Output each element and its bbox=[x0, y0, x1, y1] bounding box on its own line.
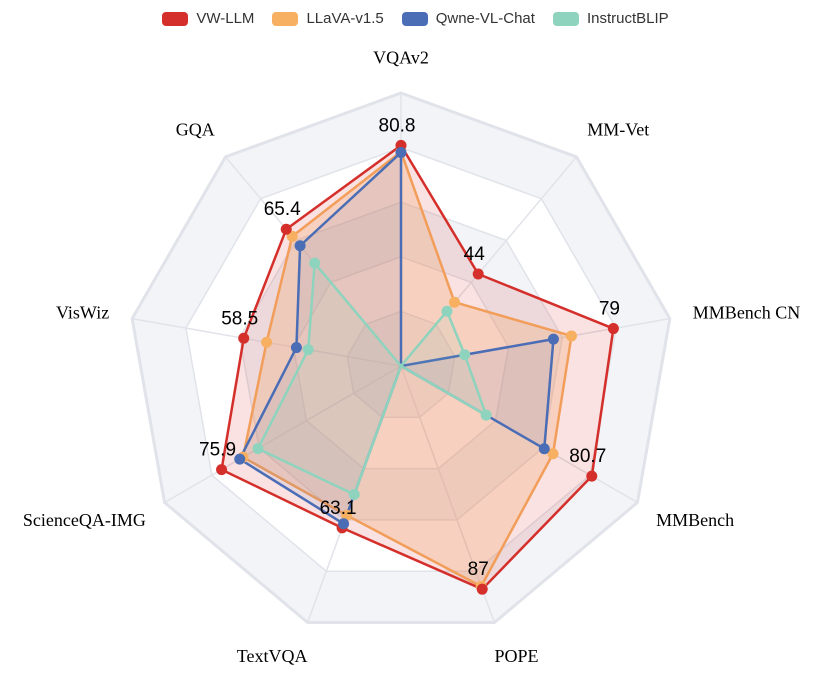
data-point-qwne-vl-chat[interactable] bbox=[290, 342, 302, 354]
data-point-instructblip[interactable] bbox=[480, 409, 492, 421]
data-point-instructblip[interactable] bbox=[252, 443, 264, 455]
axis-label-pope: POPE bbox=[495, 646, 539, 666]
axis-label-mmbench-cn: MMBench CN bbox=[693, 302, 801, 322]
axis-label-mmbench: MMBench bbox=[656, 510, 734, 530]
data-point-vw-llm[interactable] bbox=[476, 583, 488, 595]
axis-label-gqa: GQA bbox=[176, 120, 215, 140]
data-point-vw-llm[interactable] bbox=[238, 332, 250, 344]
data-point-instructblip[interactable] bbox=[348, 489, 360, 501]
data-point-qwne-vl-chat[interactable] bbox=[538, 443, 550, 455]
value-label: 79 bbox=[599, 299, 620, 320]
value-label: 80.7 bbox=[569, 446, 606, 467]
legend-label: InstructBLIP bbox=[586, 10, 669, 27]
legend-swatch bbox=[552, 11, 579, 26]
value-label: 65.4 bbox=[264, 199, 301, 220]
data-point-llava-v1-5[interactable] bbox=[449, 296, 461, 308]
legend-label: LLaVA-v1.5 bbox=[306, 10, 384, 27]
data-point-llava-v1-5[interactable] bbox=[565, 330, 577, 342]
value-labels: 80.8 44 79 80.7 87 63.1 75.9 58.5 65.4 bbox=[199, 115, 620, 580]
series-areas bbox=[220, 144, 615, 591]
value-label: 87 bbox=[468, 559, 489, 580]
legend-label: Qwne-VL-Chat bbox=[435, 10, 535, 27]
legend-swatch bbox=[162, 11, 189, 26]
data-point-instructblip[interactable] bbox=[459, 349, 471, 361]
legend-swatch bbox=[272, 11, 299, 26]
legend-item-instructblip[interactable]: InstructBLIP bbox=[552, 10, 669, 27]
axis-label-viswiz: VisWiz bbox=[56, 302, 109, 322]
data-point-qwne-vl-chat[interactable] bbox=[234, 453, 246, 465]
axis-spoke bbox=[400, 365, 496, 623]
data-point-instructblip[interactable] bbox=[441, 305, 453, 317]
legend-item-llava-v1-5[interactable]: LLaVA-v1.5 bbox=[272, 10, 384, 27]
data-point-vw-llm[interactable] bbox=[216, 464, 228, 476]
data-point-vw-llm[interactable] bbox=[586, 470, 598, 482]
axis-label-scienceqa-img: ScienceQA-IMG bbox=[23, 510, 146, 530]
legend-swatch bbox=[401, 11, 428, 26]
axis-labels: VQAv2 MM-Vet MMBench CN MMBench POPE TextVQA S… bbox=[23, 48, 800, 666]
value-label: 63.1 bbox=[320, 498, 357, 519]
value-label: 75.9 bbox=[199, 440, 236, 461]
axis-spoke bbox=[164, 365, 402, 504]
data-point-llava-v1-5[interactable] bbox=[261, 336, 273, 348]
series-points bbox=[216, 139, 619, 595]
data-point-instructblip[interactable] bbox=[309, 257, 321, 269]
data-point-llava-v1-5[interactable] bbox=[547, 448, 559, 460]
data-point-llava-v1-5[interactable] bbox=[341, 509, 353, 521]
series-area-instructblip bbox=[256, 261, 488, 496]
data-point-qwne-vl-chat[interactable] bbox=[294, 240, 306, 252]
legend-label: VW-LLM bbox=[196, 10, 255, 27]
data-point-vw-llm[interactable] bbox=[280, 223, 292, 235]
data-point-instructblip[interactable] bbox=[302, 344, 314, 356]
axis-label-mm-vet: MM-Vet bbox=[587, 120, 649, 140]
value-label: 44 bbox=[464, 244, 486, 265]
value-label: 58.5 bbox=[221, 308, 258, 329]
data-point-qwne-vl-chat[interactable] bbox=[395, 147, 407, 159]
data-point-qwne-vl-chat[interactable] bbox=[547, 333, 559, 345]
value-label: 80.8 bbox=[379, 115, 416, 136]
axis-label-vqav2: VQAv2 bbox=[373, 48, 429, 68]
axis-label-textvqa: TextVQA bbox=[237, 646, 308, 666]
legend-item-vw-llm[interactable]: VW-LLM bbox=[162, 10, 254, 27]
data-point-vw-llm[interactable] bbox=[472, 268, 484, 280]
legend: VW-LLM LLaVA-v1.5 Qwne-VL-Chat InstructBLIP bbox=[0, 10, 831, 27]
legend-item-qwne-vl-chat[interactable]: Qwne-VL-Chat bbox=[401, 10, 535, 27]
data-point-qwne-vl-chat[interactable] bbox=[338, 518, 350, 530]
data-point-vw-llm[interactable] bbox=[607, 323, 619, 335]
